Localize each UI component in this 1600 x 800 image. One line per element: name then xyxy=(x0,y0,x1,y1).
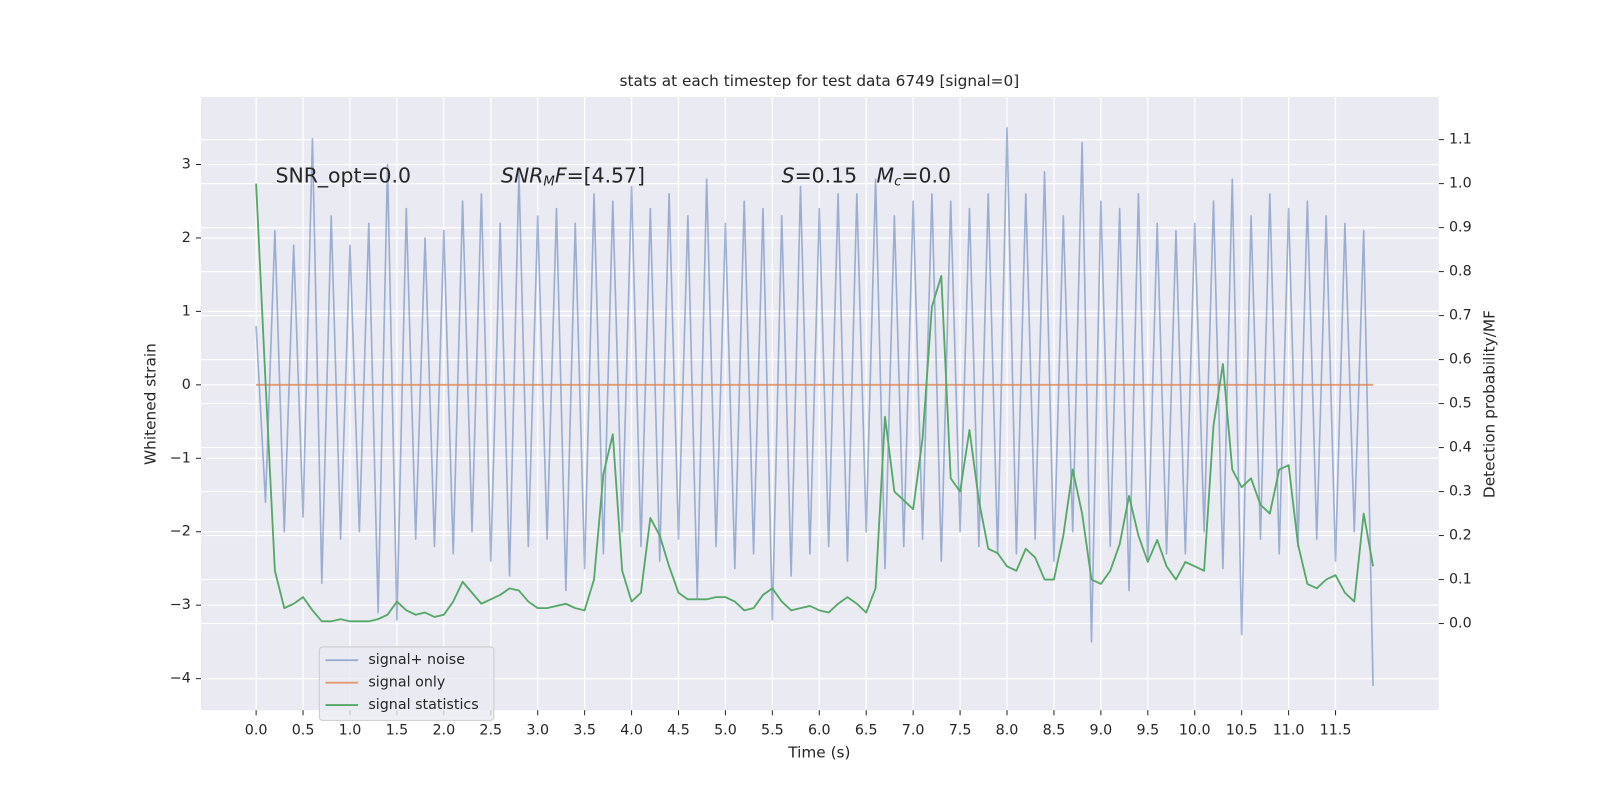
series-line xyxy=(255,183,1374,623)
x-tick-label: 6.0 xyxy=(808,723,831,739)
x-tick-label: 2.0 xyxy=(432,723,455,739)
y2-axis-label: Detection probability/MF xyxy=(1480,310,1498,498)
annotation-part: S xyxy=(782,164,795,188)
x-tick-label: 5.5 xyxy=(761,723,784,739)
x-tick-label: 3.5 xyxy=(573,723,596,739)
annotation-part: SNR xyxy=(501,164,543,188)
x-tick-label: 9.0 xyxy=(1090,723,1113,739)
y2-tick-label: 0.8 xyxy=(1449,264,1472,280)
x-tick-label: 10.0 xyxy=(1179,723,1211,739)
y2-tick-label: 0.9 xyxy=(1449,220,1472,236)
y2-tick-label: 0.6 xyxy=(1449,352,1472,368)
x-tick-label: 0.5 xyxy=(292,723,315,739)
annotation: SNRMF=[4.57] xyxy=(501,164,645,190)
annotation-part: =0.15 xyxy=(795,164,877,188)
x-tick-label: 4.0 xyxy=(620,723,643,739)
y2-tick-label: 1.0 xyxy=(1449,176,1472,192)
annotation-part: =[4.57] xyxy=(567,164,645,188)
y-tick-label: −2 xyxy=(170,524,191,540)
legend-label: signal only xyxy=(368,675,445,691)
y-tick-label: −4 xyxy=(170,671,191,687)
x-tick-label: 3.0 xyxy=(526,723,549,739)
y2-tick-label: 0.0 xyxy=(1449,616,1472,632)
x-tick-label: 9.5 xyxy=(1136,723,1159,739)
y2-tick-label: 0.2 xyxy=(1449,528,1472,544)
chart-title: stats at each timestep for test data 674… xyxy=(620,72,1020,90)
legend-label: signal statistics xyxy=(368,697,478,713)
series-line xyxy=(255,126,1374,686)
annotation-part: M xyxy=(543,175,555,190)
legend-label: signal+ noise xyxy=(368,652,465,668)
marks xyxy=(255,126,1374,686)
legend: signal+ noise signal only signal statistic… xyxy=(318,646,495,721)
y-tick-label: −1 xyxy=(170,450,191,466)
y-axis-label: Whitened strain xyxy=(142,343,160,465)
x-axis-label: Time (s) xyxy=(787,744,850,762)
x-tick-label: 7.5 xyxy=(949,723,972,739)
x-tick-label: 5.0 xyxy=(714,723,737,739)
y-tick-label: 1 xyxy=(182,303,191,319)
y2-tick-label: 0.1 xyxy=(1449,572,1472,588)
y2-tick-label: 0.4 xyxy=(1449,440,1472,456)
x-tick-label: 6.5 xyxy=(855,723,878,739)
annotation-part: =0.0 xyxy=(901,164,951,188)
annotation: SNR_opt=0.0 xyxy=(276,164,412,189)
x-tick-label: 1.0 xyxy=(339,723,362,739)
y-tick-label: 0 xyxy=(182,377,191,393)
x-tick-label: 11.5 xyxy=(1320,723,1352,739)
annotation-part: M xyxy=(877,164,895,188)
x-tick-label: 1.5 xyxy=(386,723,409,739)
y2-tick-label: 1.1 xyxy=(1449,132,1472,148)
x-tick-label: 4.5 xyxy=(667,723,690,739)
y2-tick-label: 0.5 xyxy=(1449,396,1472,412)
annotation: S=0.15 Mc=0.0 xyxy=(782,164,951,190)
x-tick-label: 11.0 xyxy=(1273,723,1305,739)
x-tick-label: 7.0 xyxy=(902,723,925,739)
x-tick-label: 10.5 xyxy=(1226,723,1258,739)
x-tick-label: 8.5 xyxy=(1043,723,1066,739)
x-tick-label: 8.0 xyxy=(996,723,1019,739)
annotation-part: c xyxy=(894,175,902,190)
legend-box xyxy=(318,646,495,721)
x-tick-label: 0.0 xyxy=(245,723,268,739)
annotation-part: SNR_opt=0.0 xyxy=(276,164,412,189)
annotation-part: F xyxy=(555,164,567,188)
y2-tick-label: 0.3 xyxy=(1449,484,1472,500)
y-tick-label: 3 xyxy=(182,157,191,173)
y-tick-label: 2 xyxy=(182,230,191,246)
y-tick-label: −3 xyxy=(170,597,191,613)
labels: 0.0 0.5 1.0 1.5 2.0 2.5 3.0 3.5 4.0 4.5 5.0 5.5 6.0 6… xyxy=(170,132,1472,739)
x-tick-label: 2.5 xyxy=(479,723,502,739)
y2-tick-label: 0.7 xyxy=(1449,308,1472,324)
